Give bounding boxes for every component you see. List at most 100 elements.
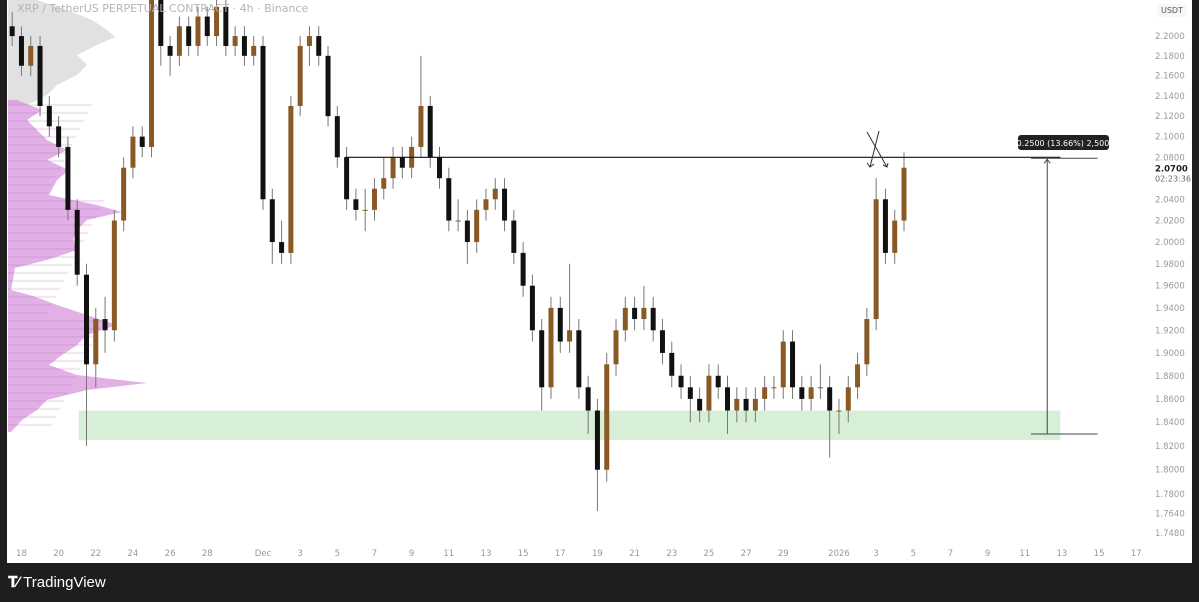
- candle: [455, 199, 461, 232]
- chart-panel[interactable]: 0.2500 (13.66%) 2,500 2.2000 2.1800 2.1600…: [7, 0, 1192, 563]
- candle-body: [817, 387, 823, 389]
- candle-body: [650, 307, 656, 331]
- candle-body: [864, 319, 870, 365]
- candle: [204, 6, 210, 46]
- candle-body: [344, 157, 350, 200]
- candle-body: [715, 375, 721, 388]
- symbol-title[interactable]: XRP / TetherUS PERPETUAL CONTRACT · 4h ·…: [17, 2, 309, 15]
- candle: [83, 263, 89, 446]
- candle-body: [520, 252, 526, 286]
- candle: [845, 375, 851, 423]
- candle: [836, 398, 842, 435]
- price-tick-label: 2.0200: [1155, 217, 1185, 227]
- tradingview-logo-icon: 𝐓∕: [8, 574, 19, 591]
- candle: [241, 26, 247, 66]
- candle-body: [585, 387, 591, 411]
- candle-body: [241, 36, 247, 56]
- candle: [882, 188, 888, 264]
- candle: [121, 157, 127, 232]
- candle-body: [836, 410, 842, 412]
- candle-body: [121, 167, 127, 221]
- candle-body: [725, 387, 730, 411]
- cross-stroke-2: [869, 130, 880, 168]
- candle: [28, 36, 34, 76]
- candle-body: [882, 199, 888, 253]
- candle-body: [780, 341, 786, 388]
- time-tick-label: 7: [372, 549, 377, 559]
- candle-body: [260, 45, 266, 200]
- candle: [539, 319, 545, 411]
- candle-body: [483, 199, 489, 210]
- currency-label[interactable]: USDT: [1157, 4, 1187, 17]
- candle: [186, 16, 192, 56]
- candle: [734, 387, 740, 423]
- time-tick-label: 26: [165, 549, 176, 559]
- arrow-down-icon: [882, 162, 889, 168]
- candle-body: [9, 26, 15, 37]
- candle: [111, 209, 117, 342]
- candlestick-chart[interactable]: 0.2500 (13.66%) 2,500 2.2000 2.1800 2.1600…: [7, 0, 1192, 563]
- price-axis[interactable]: 2.2000 2.1800 2.1600 2.1400 2.1200 2.1000 2.08…: [1155, 32, 1191, 539]
- bar-countdown: 02:23:36: [1155, 175, 1191, 184]
- candle-body: [743, 398, 749, 411]
- candle: [799, 375, 805, 411]
- candle: [167, 36, 173, 76]
- time-tick-label: 28: [202, 549, 213, 559]
- time-axis[interactable]: 18 20 22 24 26 28 Dec 3 5 7 9 11 13 15 17 19 21 23 25 27 29 2…: [16, 549, 1142, 559]
- price-tick-label: 2.1200: [1155, 112, 1185, 122]
- time-tick-label: 17: [1131, 549, 1142, 559]
- price-tick-label: 1.9400: [1155, 304, 1185, 314]
- support-zone-rect[interactable]: [78, 410, 1061, 440]
- candle: [669, 341, 675, 388]
- time-tick-label: 15: [1094, 549, 1105, 559]
- time-tick-label: 19: [592, 549, 603, 559]
- candle-body: [93, 319, 99, 365]
- candle: [176, 16, 182, 66]
- candle: [622, 296, 628, 342]
- candle: [585, 375, 591, 435]
- candle-body: [613, 330, 619, 365]
- candle-body: [706, 375, 712, 411]
- volume-profile: [8, 0, 147, 432]
- candle-body: [622, 307, 628, 331]
- candle: [752, 387, 758, 423]
- candle: [613, 319, 619, 376]
- time-tick-label: 3: [873, 549, 878, 559]
- cross-arrows-icon[interactable]: [866, 130, 889, 168]
- candle-body: [399, 157, 405, 168]
- price-tick-label: 1.9800: [1155, 260, 1185, 270]
- candle: [548, 296, 554, 399]
- price-tick-label: 1.8200: [1155, 442, 1185, 452]
- candle-body: [371, 188, 377, 210]
- candle: [511, 209, 517, 264]
- candle-body: [381, 178, 387, 189]
- candle: [873, 178, 879, 331]
- candle: [288, 95, 294, 264]
- support-zone[interactable]: [78, 410, 1061, 440]
- candle-body: [251, 45, 257, 56]
- candle-body: [511, 220, 517, 253]
- price-tick-label: 1.7800: [1155, 490, 1185, 500]
- price-tick-label: 1.7640: [1155, 509, 1185, 519]
- candle: [149, 0, 155, 158]
- candle: [446, 167, 452, 232]
- candle-body: [353, 199, 359, 210]
- candle: [502, 178, 508, 232]
- brand-name: TradingView: [23, 574, 106, 591]
- candle: [604, 352, 610, 482]
- candle-body: [529, 285, 535, 331]
- time-tick-label: 13: [1057, 549, 1068, 559]
- candle: [306, 26, 312, 66]
- time-tick-label: 2026: [828, 549, 850, 559]
- candle-body: [697, 398, 703, 411]
- candle: [650, 296, 656, 342]
- price-tick-label: 1.9000: [1155, 349, 1185, 359]
- candle: [706, 364, 712, 423]
- candle: [316, 26, 322, 66]
- candle-body: [28, 45, 34, 66]
- candle-body: [195, 16, 201, 46]
- candle-body: [139, 136, 145, 147]
- candle: [93, 307, 99, 388]
- drawings[interactable]: 0.2500 (13.66%) 2,500: [345, 130, 1109, 435]
- candle-body: [548, 307, 554, 388]
